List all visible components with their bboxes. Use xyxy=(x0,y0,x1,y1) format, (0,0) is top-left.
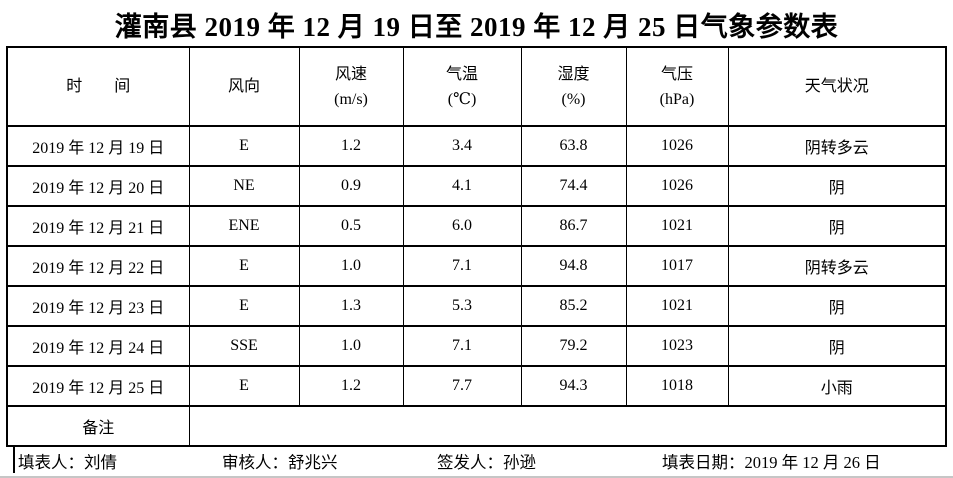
table-row: 2019 年 12 月 25 日 E 1.2 7.7 94.3 1018 小雨 xyxy=(6,365,947,407)
cell-date[interactable]: 2019 年 12 月 25 日 xyxy=(6,365,190,407)
header-unit-humidity: (%) xyxy=(561,90,586,108)
cell-weather[interactable]: 阴 xyxy=(727,285,947,327)
header-unit-wind-speed: (m/s) xyxy=(334,90,368,108)
cell-temperature[interactable]: 7.1 xyxy=(402,325,522,367)
table-row: 2019 年 12 月 23 日 E 1.3 5.3 85.2 1021 阴 xyxy=(6,285,947,327)
header-cell-wind-speed[interactable]: 风速 (m/s) xyxy=(298,46,404,127)
cell-weather[interactable]: 小雨 xyxy=(727,365,947,407)
cell-wind-direction[interactable]: E xyxy=(188,285,300,327)
cell-pressure[interactable]: 1026 xyxy=(625,125,729,167)
cell-wind-direction[interactable]: SSE xyxy=(188,325,300,367)
table-row: 2019 年 12 月 20 日 NE 0.9 4.1 74.4 1026 阴 xyxy=(6,165,947,207)
cell-pressure[interactable]: 1018 xyxy=(625,365,729,407)
table-header-row: 时 间 风向 风速 (m/s) 气温 (℃) 湿度 (%) 气压 (hPa) xyxy=(6,46,947,127)
cell-wind-speed[interactable]: 0.5 xyxy=(298,205,404,247)
cell-humidity[interactable]: 85.2 xyxy=(520,285,627,327)
cell-pressure[interactable]: 1021 xyxy=(625,205,729,247)
cell-humidity[interactable]: 74.4 xyxy=(520,165,627,207)
cell-wind-speed[interactable]: 1.0 xyxy=(298,245,404,287)
cell-wind-speed[interactable]: 1.2 xyxy=(298,365,404,407)
header-cell-weather[interactable]: 天气状况 xyxy=(727,46,947,127)
header-label-weather: 天气状况 xyxy=(804,78,869,95)
header-cell-time[interactable]: 时 间 xyxy=(6,46,190,127)
cell-weather[interactable]: 阴转多云 xyxy=(727,245,947,287)
cell-date[interactable]: 2019 年 12 月 19 日 xyxy=(6,125,190,167)
weather-table: 时 间 风向 风速 (m/s) 气温 (℃) 湿度 (%) 气压 (hPa) xyxy=(6,46,947,447)
cell-weather[interactable]: 阴转多云 xyxy=(727,125,947,167)
cell-humidity[interactable]: 79.2 xyxy=(520,325,627,367)
cell-date[interactable]: 2019 年 12 月 23 日 xyxy=(6,285,190,327)
header-label-pressure: 气压 xyxy=(660,65,693,83)
header-label-wind-speed: 风速 xyxy=(334,65,367,83)
cell-wind-direction[interactable]: E xyxy=(188,365,300,407)
cell-humidity[interactable]: 94.3 xyxy=(520,365,627,407)
header-label-time: 时 间 xyxy=(66,78,131,95)
issued-by-label[interactable]: 签发人：孙逊 xyxy=(437,453,536,472)
header-cell-pressure[interactable]: 气压 (hPa) xyxy=(625,46,729,127)
cell-date[interactable]: 2019 年 12 月 22 日 xyxy=(6,245,190,287)
cell-weather[interactable]: 阴 xyxy=(727,205,947,247)
header-label-temperature: 气温 xyxy=(445,65,478,83)
table-body: 2019 年 12 月 19 日 E 1.2 3.4 63.8 1026 阴转多云 2019 … xyxy=(6,125,947,407)
cell-wind-speed[interactable]: 0.9 xyxy=(298,165,404,207)
cell-temperature[interactable]: 4.1 xyxy=(402,165,522,207)
remarks-row: 备注 xyxy=(6,405,947,447)
table-row: 2019 年 12 月 24 日 SSE 1.0 7.1 79.2 1023 阴 xyxy=(6,325,947,367)
cell-date[interactable]: 2019 年 12 月 20 日 xyxy=(6,165,190,207)
cell-pressure[interactable]: 1017 xyxy=(625,245,729,287)
header-label-wind-direction: 风向 xyxy=(227,78,260,95)
cell-date[interactable]: 2019 年 12 月 21 日 xyxy=(6,205,190,247)
cell-temperature[interactable]: 6.0 xyxy=(402,205,522,247)
cell-wind-direction[interactable]: NE xyxy=(188,165,300,207)
header-cell-temperature[interactable]: 气温 (℃) xyxy=(402,46,522,127)
reviewed-by-label[interactable]: 审核人：舒兆兴 xyxy=(222,453,338,472)
cell-wind-direction[interactable]: E xyxy=(188,125,300,167)
cell-date[interactable]: 2019 年 12 月 24 日 xyxy=(6,325,190,367)
cell-humidity[interactable]: 94.8 xyxy=(520,245,627,287)
table-row: 2019 年 12 月 22 日 E 1.0 7.1 94.8 1017 阴转多云 xyxy=(6,245,947,287)
header-label-humidity: 湿度 xyxy=(557,65,590,83)
filled-by-label[interactable]: 填表人：刘倩 xyxy=(18,453,117,472)
cell-wind-direction[interactable]: ENE xyxy=(188,205,300,247)
cell-pressure[interactable]: 1023 xyxy=(625,325,729,367)
cell-wind-direction[interactable]: E xyxy=(188,245,300,287)
header-cell-humidity[interactable]: 湿度 (%) xyxy=(520,46,627,127)
cell-wind-speed[interactable]: 1.3 xyxy=(298,285,404,327)
cell-wind-speed[interactable]: 1.2 xyxy=(298,125,404,167)
text-cursor xyxy=(13,447,15,473)
table-row: 2019 年 12 月 19 日 E 1.2 3.4 63.8 1026 阴转多云 xyxy=(6,125,947,167)
cell-weather[interactable]: 阴 xyxy=(727,165,947,207)
cell-wind-speed[interactable]: 1.0 xyxy=(298,325,404,367)
cell-temperature[interactable]: 3.4 xyxy=(402,125,522,167)
cell-humidity[interactable]: 63.8 xyxy=(520,125,627,167)
header-unit-pressure: (hPa) xyxy=(659,90,695,108)
remarks-value-cell[interactable] xyxy=(188,405,947,447)
cell-temperature[interactable]: 5.3 xyxy=(402,285,522,327)
window-edge xyxy=(0,476,953,478)
cell-weather[interactable]: 阴 xyxy=(727,325,947,367)
cell-humidity[interactable]: 86.7 xyxy=(520,205,627,247)
cell-temperature[interactable]: 7.1 xyxy=(402,245,522,287)
fill-date-label[interactable]: 填表日期：2019 年 12 月 26 日 xyxy=(662,453,881,472)
cell-temperature[interactable]: 7.7 xyxy=(402,365,522,407)
table-row: 2019 年 12 月 21 日 ENE 0.5 6.0 86.7 1021 阴 xyxy=(6,205,947,247)
page-title[interactable]: 灌南县 2019 年 12 月 19 日至 2019 年 12 月 25 日气象… xyxy=(114,12,839,42)
remarks-label-cell[interactable]: 备注 xyxy=(6,405,190,447)
cell-pressure[interactable]: 1026 xyxy=(625,165,729,207)
cell-pressure[interactable]: 1021 xyxy=(625,285,729,327)
header-unit-temperature: (℃) xyxy=(447,90,477,108)
header-cell-wind-direction[interactable]: 风向 xyxy=(188,46,300,127)
